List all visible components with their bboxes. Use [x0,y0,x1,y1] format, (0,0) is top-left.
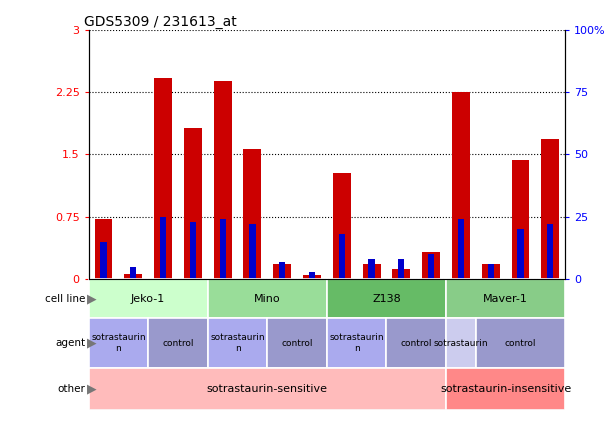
Bar [541,139,559,279]
Bar [482,264,500,279]
Text: Jeko-1: Jeko-1 [131,294,166,304]
Bar [518,229,524,279]
Text: ▶: ▶ [87,292,97,305]
Bar [279,261,285,279]
Bar [208,319,268,368]
Bar [488,264,494,279]
Bar [214,81,232,279]
Text: GSM1044973: GSM1044973 [243,284,252,335]
Text: sotrastaurin
n: sotrastaurin n [329,333,384,353]
Text: control: control [281,338,313,348]
Bar [363,264,381,279]
Bar [398,259,404,279]
Text: sotrastaurin-sensitive: sotrastaurin-sensitive [207,384,328,394]
Text: GSM1044981: GSM1044981 [481,284,491,335]
Text: GSM1044975: GSM1044975 [333,284,342,335]
Bar [130,266,136,279]
Bar [273,264,291,279]
Bar [333,173,351,279]
Bar [327,279,446,319]
Bar [89,279,208,319]
Text: other: other [57,384,86,394]
Text: GSM1044970: GSM1044970 [273,284,282,335]
Bar [368,259,375,279]
Text: GSM1044978: GSM1044978 [511,284,521,335]
Bar [338,234,345,279]
Text: agent: agent [56,338,86,348]
Text: control: control [505,338,536,348]
Text: sotrastaurin
n: sotrastaurin n [210,333,265,353]
Bar [476,319,565,368]
Text: control: control [162,338,194,348]
Text: GSM1044979: GSM1044979 [452,284,461,335]
Text: GSM1044972: GSM1044972 [303,284,312,335]
Text: GSM1044968: GSM1044968 [184,284,193,335]
Bar [446,368,565,410]
Text: cell line: cell line [45,294,86,304]
Bar [458,219,464,279]
Text: control: control [400,338,432,348]
Bar [95,219,112,279]
Bar [249,224,255,279]
Bar [511,160,529,279]
Bar [392,269,411,279]
Bar [160,217,166,279]
Bar [268,319,327,368]
Bar [190,222,196,279]
Text: ▶: ▶ [87,382,97,396]
Bar [422,253,440,279]
Text: GSM1044977: GSM1044977 [362,284,371,335]
Bar [148,319,208,368]
Text: GSM1044966: GSM1044966 [154,284,163,335]
Bar [89,319,148,368]
Text: GSM1044980: GSM1044980 [541,284,551,335]
Text: ▶: ▶ [87,337,97,349]
Text: Maver-1: Maver-1 [483,294,528,304]
Bar [547,224,554,279]
Text: GSM1044976: GSM1044976 [422,284,431,335]
Text: sotrastaurin-insensitive: sotrastaurin-insensitive [440,384,571,394]
Bar [208,279,327,319]
Text: sotrastaurin
n: sotrastaurin n [91,333,145,353]
Bar [100,242,106,279]
Text: GSM1044967: GSM1044967 [95,284,103,335]
Bar [244,148,262,279]
Bar [428,254,434,279]
Bar [327,319,386,368]
Bar [452,92,470,279]
Text: sotrastaurin: sotrastaurin [434,338,488,348]
Bar [219,219,225,279]
Bar [89,368,446,410]
Bar [303,275,321,279]
Text: GSM1044969: GSM1044969 [124,284,133,335]
Text: Z138: Z138 [372,294,401,304]
Text: Mino: Mino [254,294,280,304]
Bar [154,78,172,279]
Bar [446,279,565,319]
Bar [125,274,142,279]
Bar [446,319,476,368]
Bar [386,319,446,368]
Bar [184,128,202,279]
Text: GSM1044971: GSM1044971 [214,284,222,335]
Text: GSM1044974: GSM1044974 [392,284,401,335]
Text: GDS5309 / 231613_at: GDS5309 / 231613_at [84,14,236,29]
Bar [309,272,315,279]
